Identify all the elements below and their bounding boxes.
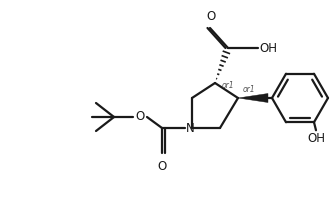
Text: or1: or1	[222, 81, 235, 89]
Text: O: O	[157, 160, 167, 173]
Text: OH: OH	[307, 132, 325, 145]
Polygon shape	[238, 94, 268, 102]
Text: O: O	[206, 10, 216, 23]
Text: or1: or1	[243, 85, 256, 95]
Text: O: O	[135, 110, 144, 123]
Text: OH: OH	[259, 41, 277, 55]
Text: N: N	[185, 121, 194, 135]
